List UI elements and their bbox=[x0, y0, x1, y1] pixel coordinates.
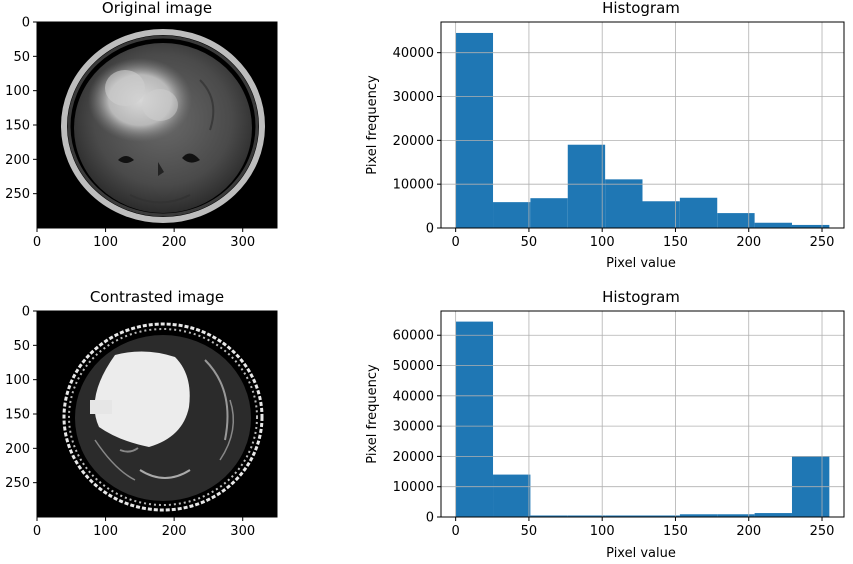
hist-top-xtick-label: 100 bbox=[590, 235, 615, 250]
hist-bottom-xtick-label: 250 bbox=[810, 524, 835, 539]
hist-bottom-bar bbox=[567, 515, 606, 517]
hist-bottom-xtick-label: 50 bbox=[521, 524, 538, 539]
hist-bottom-ytick-label: 0 bbox=[426, 511, 434, 526]
contrasted-xtick-label: 200 bbox=[162, 524, 187, 539]
hist-top-xtick-label: 150 bbox=[663, 235, 688, 250]
hist-top-ytick-label: 30000 bbox=[393, 90, 434, 105]
mri-contrasted-picture bbox=[37, 311, 277, 517]
hist-bottom-ytick-label: 50000 bbox=[393, 359, 434, 374]
hist-top-ytick-label: 40000 bbox=[393, 46, 434, 61]
hist-bottom-bar bbox=[455, 321, 494, 517]
hist-top-bar bbox=[642, 201, 680, 228]
hist-bottom-bar bbox=[605, 515, 643, 517]
original-ytick-label: 200 bbox=[5, 153, 30, 168]
contrasted-xtick-label: 0 bbox=[33, 524, 41, 539]
original-xtick-label: 300 bbox=[230, 235, 255, 250]
hist-bottom-xtick-label: 0 bbox=[452, 524, 460, 539]
original-xtick-label: 200 bbox=[162, 235, 187, 250]
histogram-top-plot: 0 50 100 150 200 250 0 10000 20000 30000 40000 bbox=[393, 21, 845, 250]
hist-top-bar bbox=[605, 179, 643, 228]
xlabel-histogram-top: Pixel value bbox=[606, 256, 676, 271]
xlabel-histogram-bottom: Pixel value bbox=[606, 546, 676, 561]
contrasted-ytick-label: 50 bbox=[13, 339, 30, 354]
hist-bottom-ytick-label: 30000 bbox=[393, 420, 434, 435]
panel-title-histogram-bottom: Histogram bbox=[602, 288, 680, 306]
hist-top-bar bbox=[754, 222, 792, 228]
hist-bottom-bar bbox=[642, 515, 680, 517]
hist-bottom-ytick-label: 60000 bbox=[393, 329, 434, 344]
hist-top-bar bbox=[530, 198, 568, 228]
hist-bottom-ytick-label: 20000 bbox=[393, 450, 434, 465]
hist-top-xtick-label: 0 bbox=[452, 235, 460, 250]
contrasted-xtick-label: 100 bbox=[93, 524, 118, 539]
mri-original-picture bbox=[37, 22, 277, 228]
hist-top-xtick-label: 250 bbox=[810, 235, 835, 250]
hist-bottom-bar bbox=[530, 515, 568, 517]
original-xtick-label: 100 bbox=[93, 235, 118, 250]
contrasted-ytick-label: 150 bbox=[5, 408, 30, 423]
hist-top-ytick-label: 0 bbox=[426, 222, 434, 237]
hist-top-bar bbox=[791, 224, 830, 228]
original-ytick-label: 0 bbox=[22, 16, 30, 31]
hist-bottom-ytick-label: 10000 bbox=[393, 480, 434, 495]
original-xtick-label: 0 bbox=[33, 235, 41, 250]
panel-title-original: Original image bbox=[102, 0, 212, 17]
contrasted-ytick-label: 0 bbox=[22, 305, 30, 320]
hist-top-ytick-label: 10000 bbox=[393, 178, 434, 193]
contrasted-xtick-label: 300 bbox=[230, 524, 255, 539]
panel-original-image: Original image 0 100 200 300 0 50 100 150 200 25… bbox=[5, 0, 278, 250]
panel-contrasted-image: Contrasted image 0 100 200 300 0 50 100 150 200… bbox=[5, 288, 278, 539]
panel-histogram-top: Histogram 0 50 100 150 200 250 0 10000 20000 3000… bbox=[365, 0, 845, 271]
hist-top-bar bbox=[717, 213, 755, 228]
hist-bottom-bar bbox=[717, 514, 755, 517]
hist-top-xtick-label: 50 bbox=[521, 235, 538, 250]
original-ytick-label: 150 bbox=[5, 119, 30, 134]
hist-bottom-bar bbox=[754, 513, 792, 517]
x-ticks-contrasted: 0 100 200 300 bbox=[33, 517, 255, 539]
hist-top-bar bbox=[679, 197, 718, 228]
ylabel-histogram-top: Pixel frequency bbox=[365, 75, 380, 175]
hist-bottom-xtick-label: 100 bbox=[590, 524, 615, 539]
hist-top-bar bbox=[493, 202, 531, 228]
ylabel-histogram-bottom: Pixel frequency bbox=[365, 364, 380, 464]
contrasted-ytick-label: 200 bbox=[5, 442, 30, 457]
panel-title-histogram-top: Histogram bbox=[602, 0, 680, 17]
hist-bottom-bar bbox=[493, 474, 531, 517]
original-ytick-label: 250 bbox=[5, 187, 30, 202]
x-ticks-original: 0 100 200 300 bbox=[33, 228, 255, 250]
hist-bottom-frame bbox=[440, 310, 845, 518]
contrasted-ytick-label: 100 bbox=[5, 373, 30, 388]
panel-histogram-bottom: Histogram 0 50 100 150 200 250 0 10000 20000 3000… bbox=[365, 288, 845, 561]
hist-bottom-xtick-label: 150 bbox=[663, 524, 688, 539]
hist-top-bar bbox=[567, 144, 606, 228]
hist-bottom-xtick-label: 200 bbox=[736, 524, 761, 539]
original-ytick-label: 100 bbox=[5, 84, 30, 99]
y-ticks-contrasted: 0 50 100 150 200 250 bbox=[5, 305, 37, 491]
contrasted-ytick-label: 250 bbox=[5, 476, 30, 491]
y-ticks-original: 0 50 100 150 200 250 bbox=[5, 16, 37, 202]
panel-title-contrasted: Contrasted image bbox=[90, 288, 224, 306]
hist-top-ytick-label: 20000 bbox=[393, 134, 434, 149]
histogram-bottom-plot: 0 50 100 150 200 250 0 10000 20000 30000 40000 5000… bbox=[393, 310, 845, 539]
hist-top-bar bbox=[455, 32, 494, 229]
hist-top-xtick-label: 200 bbox=[736, 235, 761, 250]
hist-top-frame bbox=[440, 21, 845, 229]
hist-bottom-ytick-label: 40000 bbox=[393, 389, 434, 404]
original-ytick-label: 50 bbox=[13, 50, 30, 65]
hist-bottom-bar bbox=[679, 514, 718, 517]
